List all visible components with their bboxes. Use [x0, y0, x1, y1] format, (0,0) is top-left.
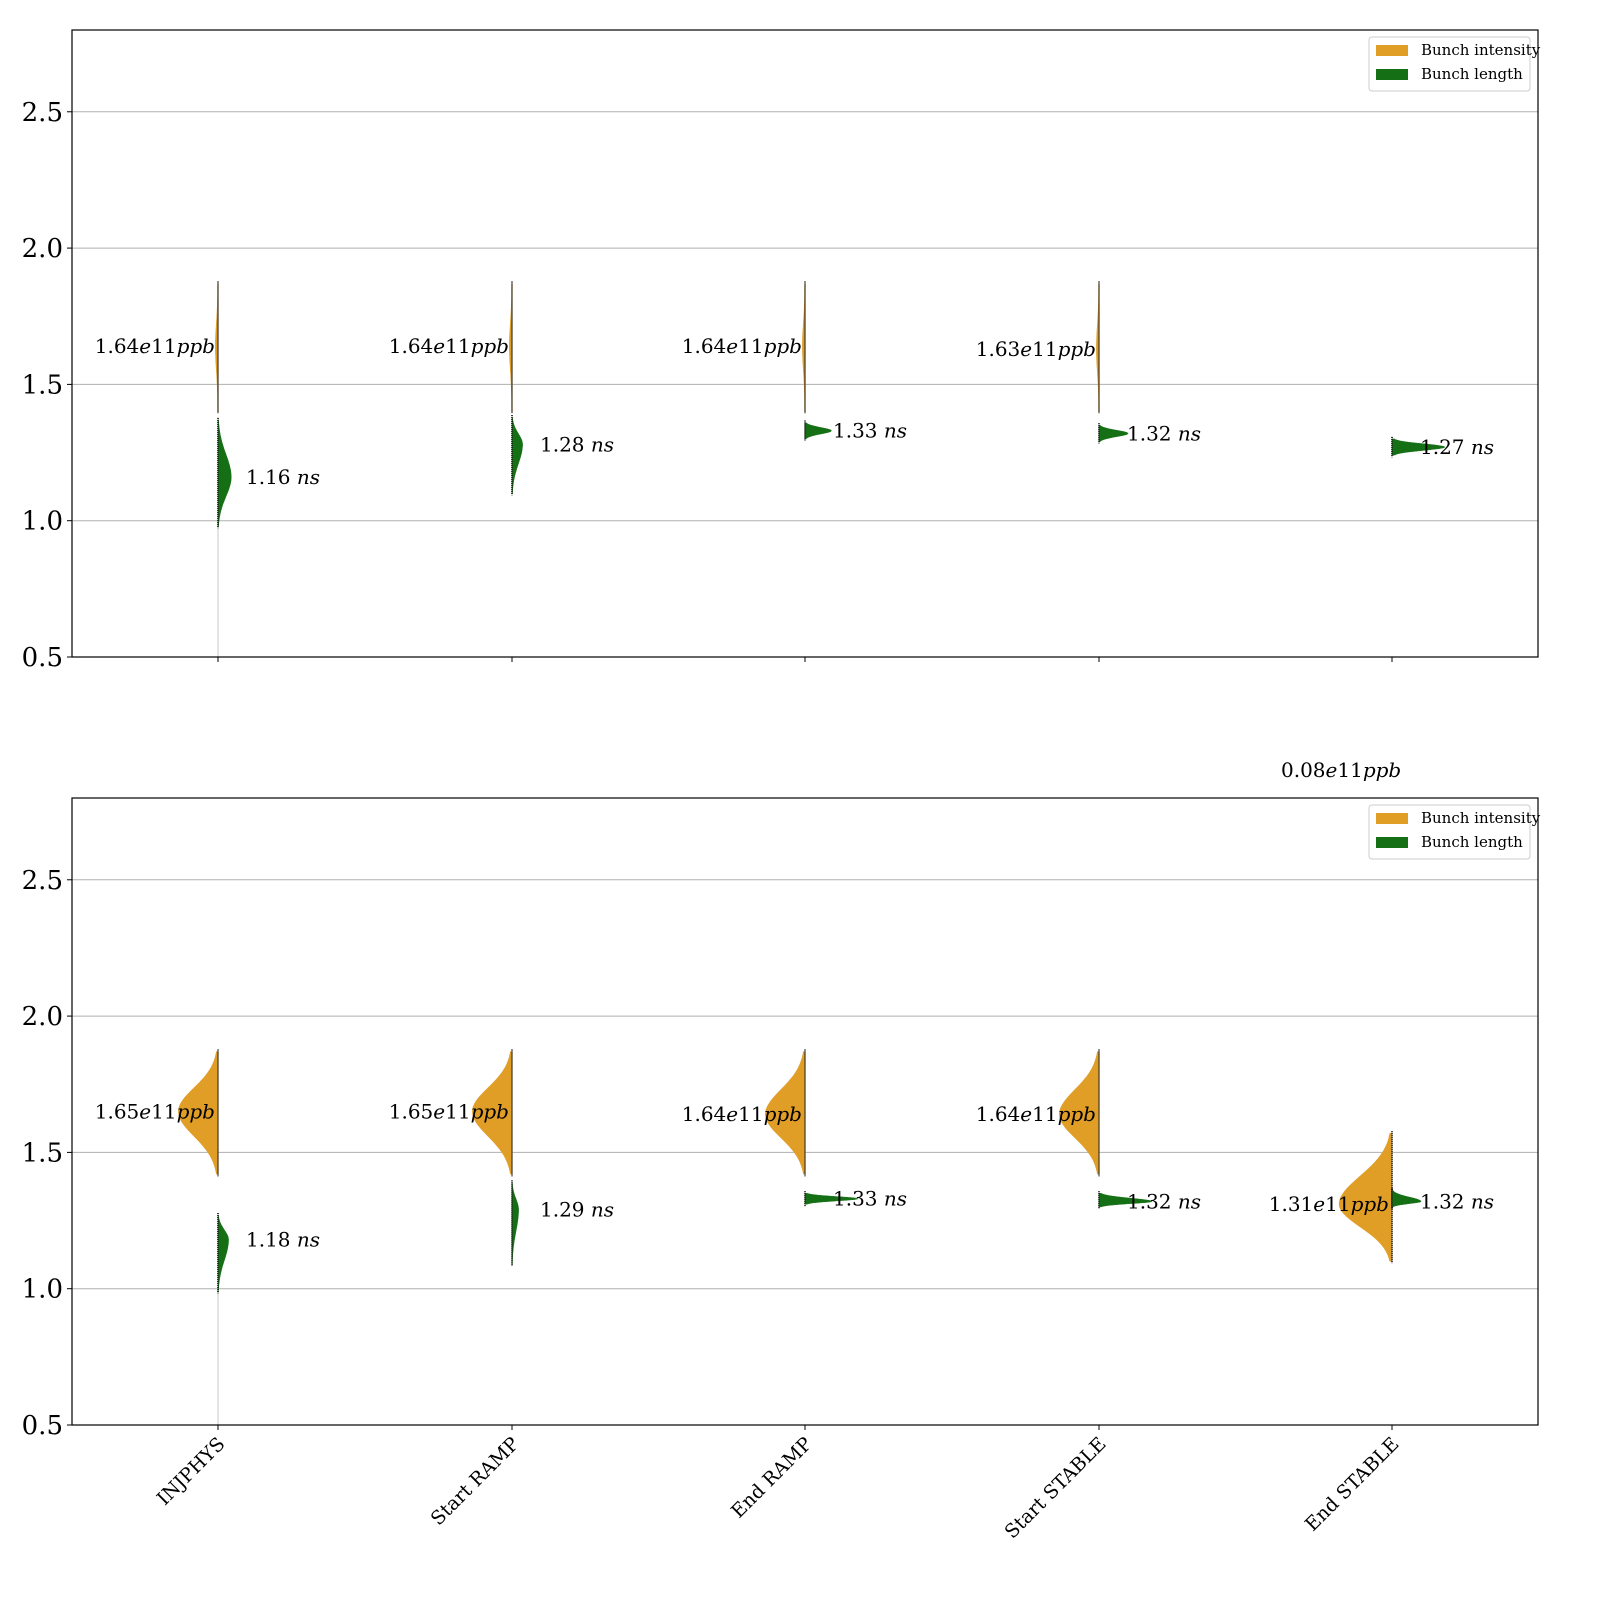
violin-label: 1.32 ns [1420, 1189, 1494, 1213]
y-tick-label: 1.0 [22, 1275, 63, 1305]
violin-label: 1.29 ns [540, 1198, 614, 1222]
violin-length [804, 1193, 859, 1205]
violin-label: 1.32 ns [1127, 421, 1201, 445]
violin-intensity [472, 1051, 513, 1175]
y-tick-label: 2.0 [22, 234, 63, 264]
violin-length [217, 1214, 229, 1292]
legend-label: Bunch intensity [1421, 809, 1541, 827]
violin-length [1098, 1193, 1153, 1208]
y-tick-label: 1.0 [22, 507, 63, 537]
y-tick-label: 2.5 [22, 866, 63, 896]
violin-length [511, 416, 523, 494]
violin-intensity [178, 1051, 219, 1175]
y-tick-label: 2.0 [22, 1002, 63, 1032]
legend-swatch-intensity [1376, 45, 1408, 56]
violin-label: 1.65e11ppb [389, 1100, 509, 1124]
x-tick-label: End STABLE [1301, 1433, 1404, 1536]
violin-length [1391, 438, 1446, 456]
legend-box [1368, 36, 1531, 92]
y-tick-label: 2.5 [22, 98, 63, 128]
panel-top: 0.5 1.0 1.5 2.0 2.5 1.64e11ppb 1.64e11ppb 1.64e… [22, 29, 1541, 782]
violin-intensity [1059, 1051, 1100, 1175]
axes-frame [71, 29, 1539, 658]
violin-label: 1.18 ns [246, 1228, 320, 1252]
legend-swatch-intensity [1376, 813, 1408, 824]
violin-label: 1.27 ns [1420, 435, 1494, 459]
legend-label: Bunch intensity [1421, 41, 1541, 59]
y-tick-label: 0.5 [22, 643, 63, 673]
legend-label: Bunch length [1421, 833, 1523, 851]
violin-label: 1.33 ns [833, 1187, 907, 1211]
x-tick-label: Start STABLE [1001, 1433, 1111, 1543]
violin-label: 1.64e11ppb [95, 334, 215, 358]
legend-box [1368, 804, 1531, 860]
violin-label: 1.64e11ppb [682, 334, 802, 358]
violin-label: 1.16 ns [246, 465, 320, 489]
legend-swatch-length [1376, 837, 1408, 848]
axes-frame [71, 797, 1539, 1426]
violin-label: 1.64e11ppb [389, 334, 509, 358]
violin-length [511, 1182, 519, 1265]
violin-label: 1.64e11ppb [976, 1102, 1096, 1126]
violin-label: 1.28 ns [540, 432, 614, 456]
panel-bottom: 0.5 1.0 1.5 2.0 2.5 1.65e11ppb 1.65e11ppb 1.64e… [22, 797, 1541, 1543]
violin-label: 1.32 ns [1127, 1189, 1201, 1213]
x-tick-label: INJPHYS [153, 1433, 230, 1510]
violin-intensity [1338, 1133, 1393, 1262]
y-tick-label: 0.5 [22, 1411, 63, 1441]
legend-swatch-length [1376, 69, 1408, 80]
violin-length [804, 422, 832, 440]
x-tick-label: Start RAMP [427, 1433, 524, 1530]
violin-length [1098, 425, 1129, 442]
violin-label: 1.31e11ppb [1269, 1192, 1389, 1216]
violin-length [217, 419, 232, 527]
x-tick-label: End RAMP [727, 1433, 817, 1523]
violin-label: 1.63e11ppb [976, 337, 1096, 361]
violin-label: 1.65e11ppb [95, 1100, 215, 1124]
legend-label: Bunch length [1421, 65, 1523, 83]
legend: Bunch intensity Bunch length [1368, 804, 1541, 860]
violin-length [1391, 1190, 1422, 1208]
y-tick-label: 1.5 [22, 1138, 63, 1168]
violin-label: 1.33 ns [833, 419, 907, 443]
violin-label: 1.64e11ppb [682, 1102, 802, 1126]
annotation-text: 0.08e11ppb [1281, 758, 1401, 782]
y-tick-label: 1.5 [22, 370, 63, 400]
violin-intensity [765, 1051, 806, 1175]
legend: Bunch intensity Bunch length [1368, 36, 1541, 92]
